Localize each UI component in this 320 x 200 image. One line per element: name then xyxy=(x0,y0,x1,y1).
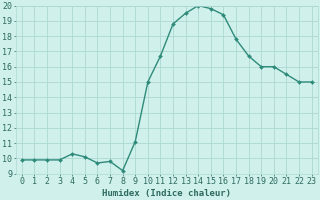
X-axis label: Humidex (Indice chaleur): Humidex (Indice chaleur) xyxy=(102,189,231,198)
